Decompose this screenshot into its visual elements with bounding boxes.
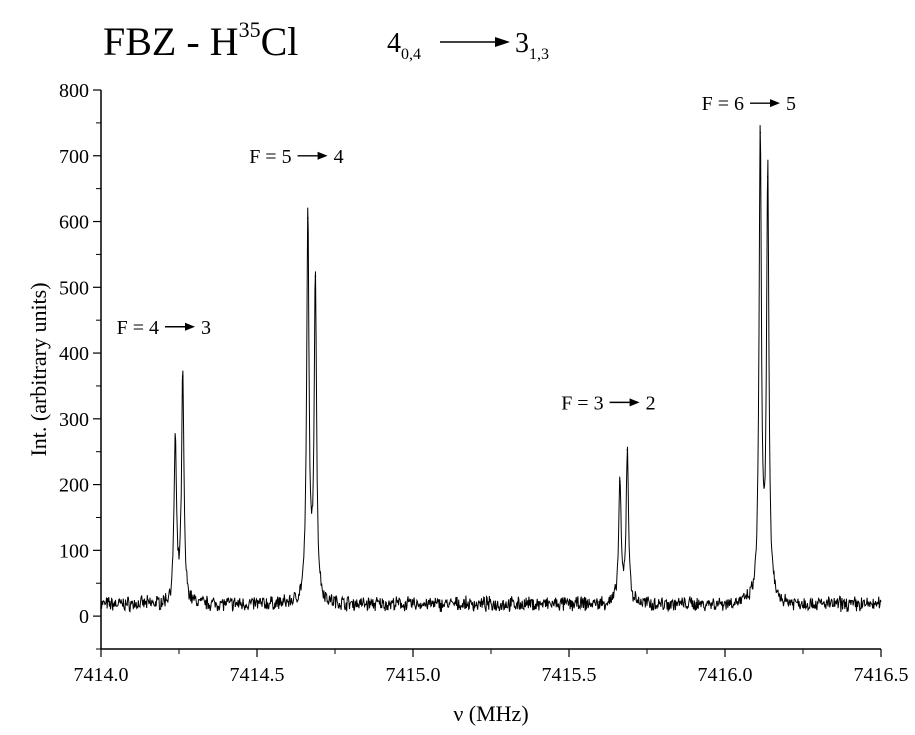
title-transition-arrow-head xyxy=(495,37,510,47)
annotation-target: 2 xyxy=(646,392,656,414)
svg-text:FBZ - H35Cl: FBZ - H35Cl xyxy=(103,17,298,64)
y-axis-label: Int. (arbitrary units) xyxy=(26,282,51,456)
title-lower-level: 3 xyxy=(515,28,529,59)
y-tick-label: 400 xyxy=(59,343,89,365)
title-isotope: 35 xyxy=(239,17,261,42)
plot-area xyxy=(100,125,882,613)
y-tick-label: 600 xyxy=(59,212,89,234)
annotation-target: 3 xyxy=(201,317,211,339)
peak-point xyxy=(626,448,629,451)
x-tick-label: 7416.0 xyxy=(698,664,753,686)
peak-point xyxy=(307,217,309,220)
x-axis-label: ν (MHz) xyxy=(453,701,528,726)
title-lower-sub: 1,3 xyxy=(529,46,549,63)
x-tick-label: 7416.5 xyxy=(854,664,909,686)
y-tick-label: 0 xyxy=(79,606,89,628)
annotation-arrow-head xyxy=(629,398,640,407)
x-tick-label: 7415.0 xyxy=(386,664,441,686)
annotation-arrow-head xyxy=(317,151,328,160)
y-tick-label: 100 xyxy=(59,540,89,562)
peak-point xyxy=(619,480,621,483)
y-tick-label: 300 xyxy=(59,409,89,431)
svg-text:31,3: 31,3 xyxy=(515,28,549,63)
y-tick-label: 200 xyxy=(59,475,89,497)
spectrum-trace xyxy=(100,125,882,613)
y-tick-label: 800 xyxy=(59,80,89,102)
x-tick-label: 7415.5 xyxy=(542,664,597,686)
chart-title: FBZ - H35Cl 40,4 31,3 xyxy=(103,17,549,64)
annotation-arrow-head xyxy=(185,322,195,331)
peak-point xyxy=(181,375,184,377)
annotations: F = 4 3 F = 5 4 F = 3 2 F = 6 5 xyxy=(117,93,796,414)
peak-point xyxy=(314,275,317,277)
annotation-label: F = 6 xyxy=(702,93,744,115)
title-molecule-suffix: Cl xyxy=(261,19,299,64)
y-tick-label: 500 xyxy=(59,277,89,299)
annotation-arrow-head xyxy=(770,99,780,108)
title-molecule-prefix: FBZ - H xyxy=(103,19,239,64)
y-tick-label: 700 xyxy=(59,146,89,168)
axes: 7414.0 7414.5 7415.0 7415.5 7416.0 7416.5 0 100… xyxy=(59,80,909,686)
annotation-target: 4 xyxy=(334,146,344,168)
x-tick-label: 7414.0 xyxy=(74,664,129,686)
svg-text:40,4: 40,4 xyxy=(387,28,421,63)
title-upper-sub: 0,4 xyxy=(401,46,421,63)
annotation-target: 5 xyxy=(786,93,796,115)
peak-point xyxy=(174,437,177,440)
title-upper-level: 4 xyxy=(387,28,401,59)
peak-point xyxy=(759,131,762,134)
annotation-label: F = 4 xyxy=(117,317,159,339)
x-tick-label: 7414.5 xyxy=(230,664,285,686)
peak-point xyxy=(766,176,769,178)
annotation-label: F = 3 xyxy=(561,392,603,414)
annotation-label: F = 5 xyxy=(249,146,291,168)
